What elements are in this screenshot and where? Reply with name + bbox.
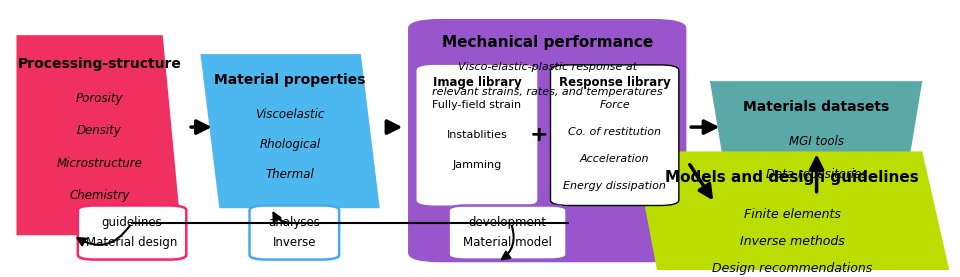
Text: Mechanical performance: Mechanical performance bbox=[442, 35, 654, 50]
Text: Viscoelastic: Viscoelastic bbox=[255, 108, 324, 121]
FancyBboxPatch shape bbox=[78, 206, 186, 260]
FancyBboxPatch shape bbox=[448, 206, 566, 260]
Text: Inverse: Inverse bbox=[273, 236, 316, 249]
Text: development: development bbox=[468, 216, 546, 229]
Text: +: + bbox=[530, 125, 548, 145]
Polygon shape bbox=[710, 81, 923, 195]
Text: Material properties: Material properties bbox=[214, 73, 366, 87]
Text: Microstructure: Microstructure bbox=[57, 157, 142, 170]
Text: Acceleration: Acceleration bbox=[580, 154, 649, 164]
Text: Material design: Material design bbox=[86, 236, 178, 249]
Text: Materials datasets: Materials datasets bbox=[743, 100, 890, 114]
Polygon shape bbox=[201, 54, 380, 208]
Text: Co. of restitution: Co. of restitution bbox=[568, 127, 661, 137]
Text: Response library: Response library bbox=[559, 76, 670, 89]
Text: MGI tools: MGI tools bbox=[789, 135, 844, 148]
Text: guidelines: guidelines bbox=[102, 216, 162, 229]
Text: Material model: Material model bbox=[463, 236, 552, 249]
Text: Image library: Image library bbox=[433, 76, 521, 89]
FancyBboxPatch shape bbox=[550, 65, 679, 206]
Text: Processing-structure: Processing-structure bbox=[17, 57, 181, 71]
Text: Thermal: Thermal bbox=[266, 168, 315, 181]
Text: Inverse methods: Inverse methods bbox=[739, 235, 845, 248]
Text: Models and design guidelines: Models and design guidelines bbox=[665, 170, 919, 185]
Text: Instablities: Instablities bbox=[446, 130, 507, 140]
Text: Energy dissipation: Energy dissipation bbox=[564, 181, 666, 191]
Text: Data repositories: Data repositories bbox=[766, 168, 867, 181]
Text: Density: Density bbox=[77, 124, 122, 137]
Text: Finite elements: Finite elements bbox=[744, 208, 841, 221]
Polygon shape bbox=[635, 152, 950, 276]
Text: Fully-field strain: Fully-field strain bbox=[432, 100, 521, 110]
FancyBboxPatch shape bbox=[408, 19, 686, 262]
Text: analyses: analyses bbox=[269, 216, 321, 229]
Text: Jamming: Jamming bbox=[452, 160, 501, 170]
Text: relevant strains, rates, and temperatures: relevant strains, rates, and temperature… bbox=[432, 86, 663, 96]
Text: Rhological: Rhological bbox=[259, 138, 321, 151]
Text: Porosity: Porosity bbox=[76, 92, 123, 105]
FancyBboxPatch shape bbox=[417, 65, 538, 206]
Text: Visco-elastic-plastic response at: Visco-elastic-plastic response at bbox=[458, 62, 637, 72]
Polygon shape bbox=[16, 35, 181, 235]
FancyBboxPatch shape bbox=[250, 206, 339, 260]
Text: Chemistry: Chemistry bbox=[69, 189, 130, 202]
Text: Design recommendations: Design recommendations bbox=[712, 262, 873, 275]
Text: Force: Force bbox=[599, 100, 630, 110]
